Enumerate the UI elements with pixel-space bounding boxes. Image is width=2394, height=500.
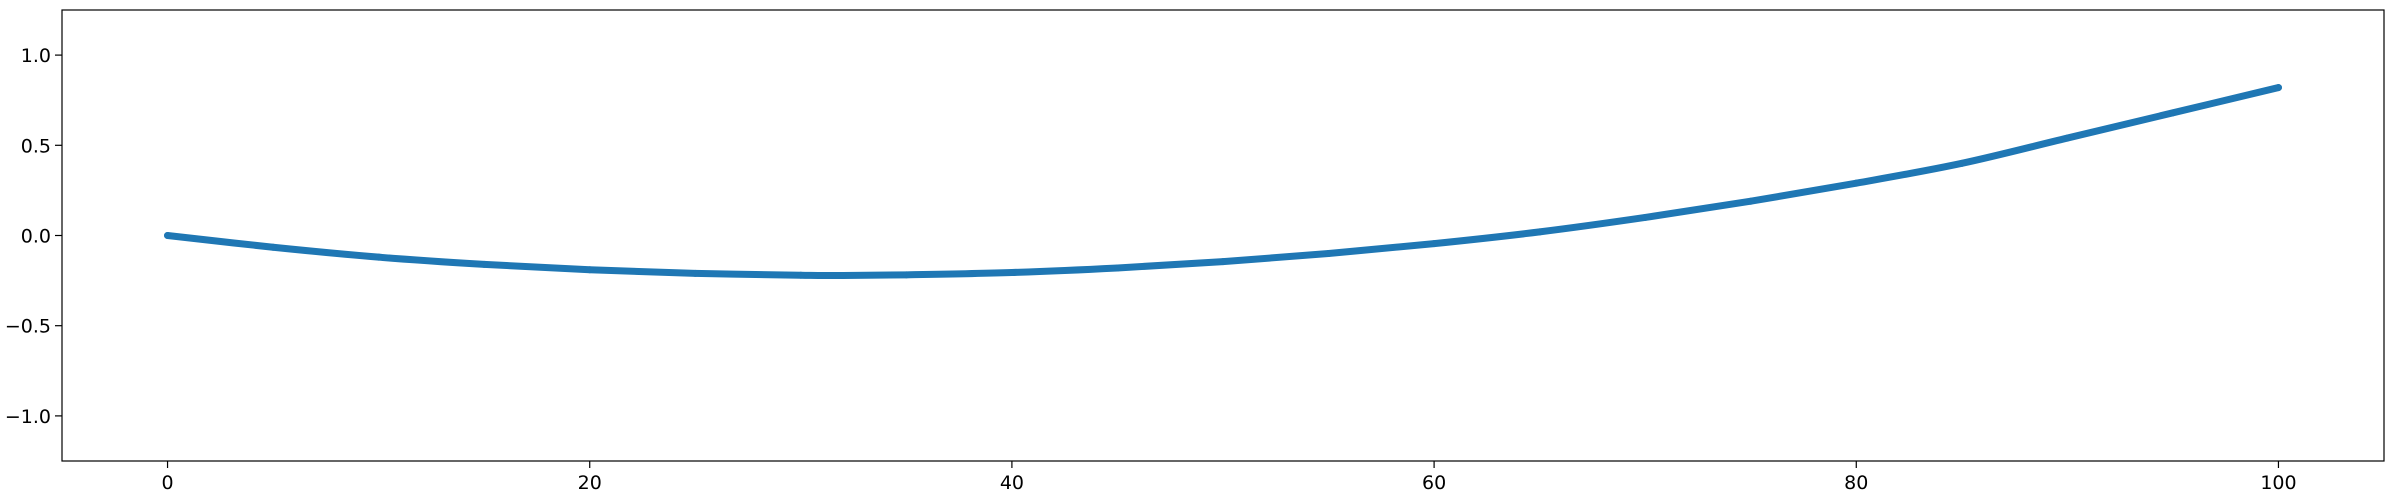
x-tick-label: 20 xyxy=(578,472,602,494)
data-point xyxy=(1325,250,1333,258)
data-point xyxy=(1641,213,1649,221)
series-layer xyxy=(164,84,2282,280)
data-point xyxy=(1852,179,1860,187)
data-point xyxy=(269,243,277,251)
y-tick-label: 0.5 xyxy=(21,135,51,157)
data-point xyxy=(480,260,488,268)
data-point xyxy=(1113,264,1121,272)
y-tick-label: 1.0 xyxy=(21,45,51,67)
data-point xyxy=(1219,258,1227,266)
data-point xyxy=(1008,268,1016,276)
data-point xyxy=(2274,84,2282,92)
y-tick-label: −1.0 xyxy=(5,406,51,428)
data-point xyxy=(902,271,910,279)
data-point xyxy=(1536,228,1544,236)
y-axis-ticks: 1.0 0.5 0.0 −0.5 −1.0 xyxy=(5,45,62,428)
x-tick-label: 60 xyxy=(1422,472,1446,494)
x-tick-label: 0 xyxy=(161,472,173,494)
x-tick-label: 100 xyxy=(2260,472,2296,494)
data-point xyxy=(1747,197,1755,205)
x-tick-label: 80 xyxy=(1844,472,1868,494)
y-tick-label: 0.0 xyxy=(21,226,51,248)
series-line-0 xyxy=(164,84,2282,280)
data-point xyxy=(375,253,383,261)
data-point xyxy=(1430,240,1438,248)
data-point xyxy=(2063,134,2071,142)
y-tick-label: −0.5 xyxy=(5,316,51,338)
data-point xyxy=(586,266,594,274)
x-axis-ticks: 0 20 40 60 80 100 xyxy=(161,461,2297,494)
data-point xyxy=(1958,159,1966,167)
x-tick-label: 40 xyxy=(1000,472,1024,494)
data-point xyxy=(691,269,699,277)
data-point xyxy=(797,271,805,279)
data-point xyxy=(839,272,847,280)
plot-frame xyxy=(61,9,2385,462)
data-point xyxy=(2169,109,2177,117)
data-point xyxy=(164,232,172,239)
